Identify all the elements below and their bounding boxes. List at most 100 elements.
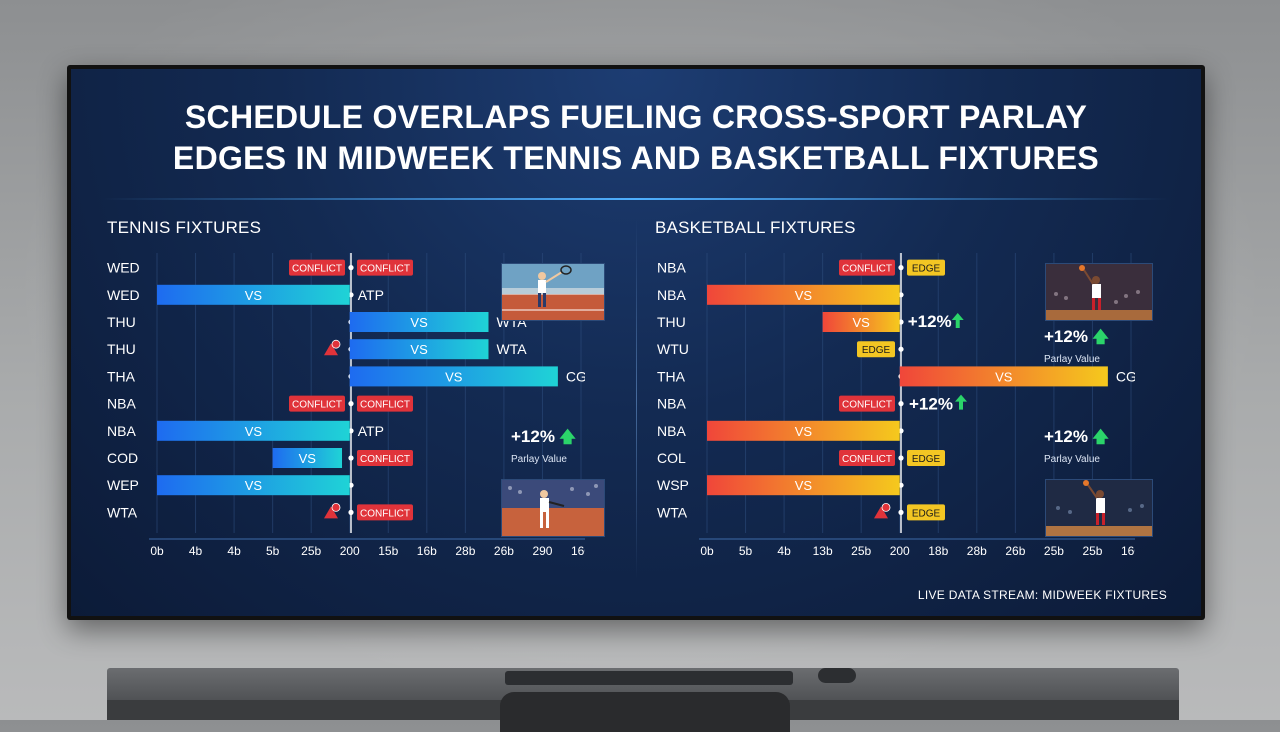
league-label: ATP (358, 287, 384, 303)
edge-badge (857, 341, 895, 358)
x-tick-label: 290 (532, 544, 552, 558)
x-tick-label: 26b (1005, 544, 1025, 558)
conflict-badge (357, 450, 413, 466)
fixture-bar (157, 475, 350, 496)
fixture-bar (822, 312, 900, 332)
row-label: WED (107, 287, 140, 303)
league-label: WTA (496, 341, 527, 357)
row-label: NBA (107, 396, 136, 412)
x-tick-label: 0b (150, 544, 164, 558)
row-label: THU (107, 341, 136, 357)
up-arrow-icon (951, 313, 964, 328)
fixture-bar (157, 420, 350, 441)
row-label: COD (107, 450, 138, 466)
basketball-parlay-callout-1: +12% 🡅 Parlay Value (1044, 326, 1109, 365)
bar-vs-label: VS (795, 478, 813, 493)
bar-vs-label: VS (245, 288, 263, 303)
edge-badge-label: EDGE (912, 264, 941, 275)
x-tick-label: 4b (777, 544, 791, 558)
fixture-bar (707, 420, 900, 441)
conflict-badge-label: CONFLICT (292, 400, 342, 411)
edge-badge (907, 450, 945, 466)
conflict-badge-label: CONFLICT (360, 264, 410, 275)
dashboard-screen: SCHEDULE OVERLAPS FUELING CROSS-SPORT PA… (71, 69, 1201, 616)
tennis-parlay-callout: +12% 🡅 Parlay Value (511, 426, 576, 465)
conflict-badge-label: CONFLICT (842, 454, 892, 465)
row-label: WTA (107, 504, 138, 520)
league-label: CGB (1116, 368, 1135, 384)
row-label: NBA (657, 423, 686, 439)
up-arrow-icon (955, 394, 967, 410)
conflict-badge-label: CONFLICT (842, 400, 892, 411)
bar-vs-label: VS (245, 478, 263, 493)
basketball-panel-title: BASKETBALL FIXTURES (655, 218, 856, 237)
timeline-dot (348, 265, 354, 271)
basketball-chart: 0b 5b 4b 13b 25b 200 18b 28b 26b 25b 25b 160 NBA CONF… (655, 247, 1135, 587)
conflict-badge (357, 259, 413, 276)
row-label: WTU (657, 341, 689, 357)
bar-vs-label: VS (245, 424, 263, 439)
bar-vs-label: VS (995, 369, 1013, 384)
alert-icon (324, 343, 338, 356)
edge-badge-label: EDGE (912, 454, 941, 465)
bar-vs-label: VS (795, 288, 813, 303)
edge-badge (907, 504, 945, 521)
tennis-panel-title: TENNIS FIXTURES (107, 218, 262, 237)
fixture-bar (157, 284, 350, 305)
bar-vs-label: VS (795, 424, 813, 439)
keyboard (505, 671, 793, 685)
x-tick-label: 28b (967, 544, 987, 558)
x-tick-label: 200 (340, 544, 360, 558)
x-tick-label: 200 (890, 544, 910, 558)
row-label: THU (107, 314, 136, 330)
up-arrow-icon: 🡅 (559, 429, 576, 446)
parlay-caption: Parlay Value (511, 454, 567, 465)
x-tick-label: 0b (700, 544, 714, 558)
x-tick-label: 25b (1082, 544, 1102, 558)
tennis-player-photo (501, 263, 605, 321)
fixture-bar (707, 475, 900, 496)
headline-line-1: SCHEDULE OVERLAPS FUELING CROSS-SPORT PA… (184, 99, 1088, 135)
row-label: NBA (657, 287, 686, 303)
x-tick-label: 25b (1044, 544, 1064, 558)
live-data-footer: LIVE DATA STREAM: MIDWEEK FIXTURES (917, 588, 1167, 602)
fixture-bar (272, 448, 343, 468)
x-tick-label: 16b (417, 544, 437, 558)
x-tick-label: 25b (301, 544, 321, 558)
parlay-value: +12% (511, 427, 555, 446)
timeline-dot (898, 401, 904, 407)
alert-icon (324, 506, 338, 519)
row-label: WSP (657, 477, 689, 493)
basketball-player-photo (1045, 263, 1153, 321)
parlay-caption: Parlay Value (1044, 454, 1100, 465)
timeline-dot (898, 509, 904, 515)
x-tick-label: 160 (1121, 544, 1135, 558)
mouse (818, 668, 856, 683)
basketball-parlay-callout-2: +12% 🡅 Parlay Value (1044, 426, 1109, 465)
edge-badge (907, 259, 945, 276)
conflict-badge (839, 259, 895, 276)
conflict-badge (289, 259, 345, 276)
edge-percent: +12% (908, 312, 952, 331)
parlay-value: +12% (1044, 327, 1088, 346)
bar-vs-label: VS (410, 315, 428, 330)
fixture-bar (349, 312, 489, 332)
row-label: COL (657, 450, 686, 466)
timeline-dot (348, 455, 354, 461)
basketball-player-photo-2 (1045, 479, 1153, 537)
basketball-chart-svg: 0b 5b 4b 13b 25b 200 18b 28b 26b 25b 25b 160 NBA CONF… (657, 253, 1135, 558)
x-tick-label: 18b (928, 544, 948, 558)
panel-divider (636, 219, 637, 579)
row-label: WEP (107, 477, 139, 493)
up-arrow-icon: 🡅 (1092, 429, 1109, 446)
conflict-badge (357, 395, 413, 412)
alert-badge-icon (331, 502, 341, 512)
fixture-bar (707, 284, 900, 305)
edge-badge-label: EDGE (862, 345, 891, 356)
row-label: THU (657, 314, 686, 330)
parlay-caption: Parlay Value (1044, 354, 1100, 365)
fixture-bar (899, 366, 1108, 387)
x-tick-label: 13b (813, 544, 833, 558)
conflict-badge (839, 450, 895, 466)
x-tick-label: 25b (851, 544, 871, 558)
